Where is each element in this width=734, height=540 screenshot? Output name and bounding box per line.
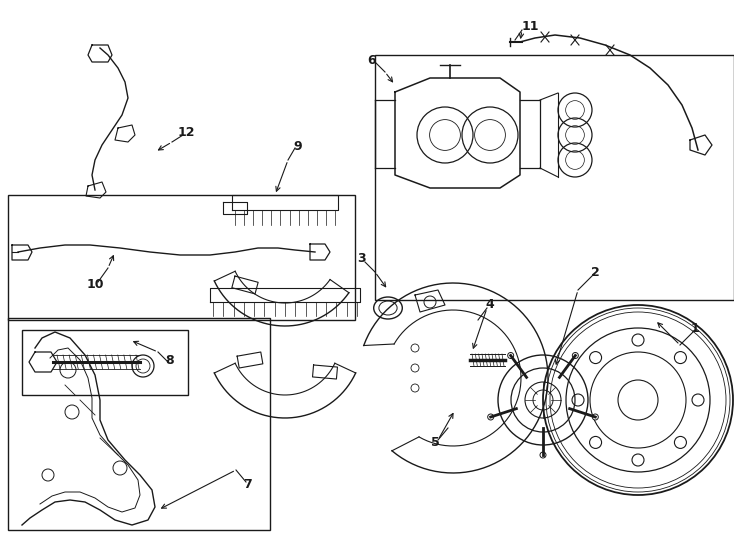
Text: 5: 5	[431, 436, 440, 449]
Text: 11: 11	[521, 21, 539, 33]
Text: 3: 3	[357, 253, 366, 266]
Text: 12: 12	[177, 126, 195, 139]
Text: 1: 1	[691, 321, 700, 334]
Text: 7: 7	[244, 478, 252, 491]
Circle shape	[540, 452, 546, 458]
Text: 6: 6	[368, 53, 377, 66]
Circle shape	[573, 353, 578, 359]
Circle shape	[487, 414, 494, 420]
Bar	[375, 55, 734, 300]
Circle shape	[508, 353, 514, 359]
Bar	[8, 318, 270, 530]
Circle shape	[592, 414, 598, 420]
Text: 9: 9	[294, 139, 302, 152]
Bar	[22, 330, 188, 395]
Text: 4: 4	[486, 299, 495, 312]
Text: 8: 8	[166, 354, 174, 367]
Text: 2: 2	[591, 267, 600, 280]
Bar	[8, 195, 355, 320]
Text: 10: 10	[87, 279, 103, 292]
